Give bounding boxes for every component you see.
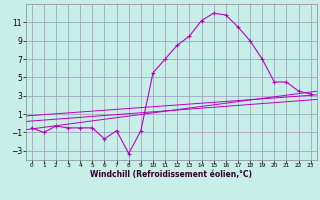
- X-axis label: Windchill (Refroidissement éolien,°C): Windchill (Refroidissement éolien,°C): [90, 170, 252, 179]
